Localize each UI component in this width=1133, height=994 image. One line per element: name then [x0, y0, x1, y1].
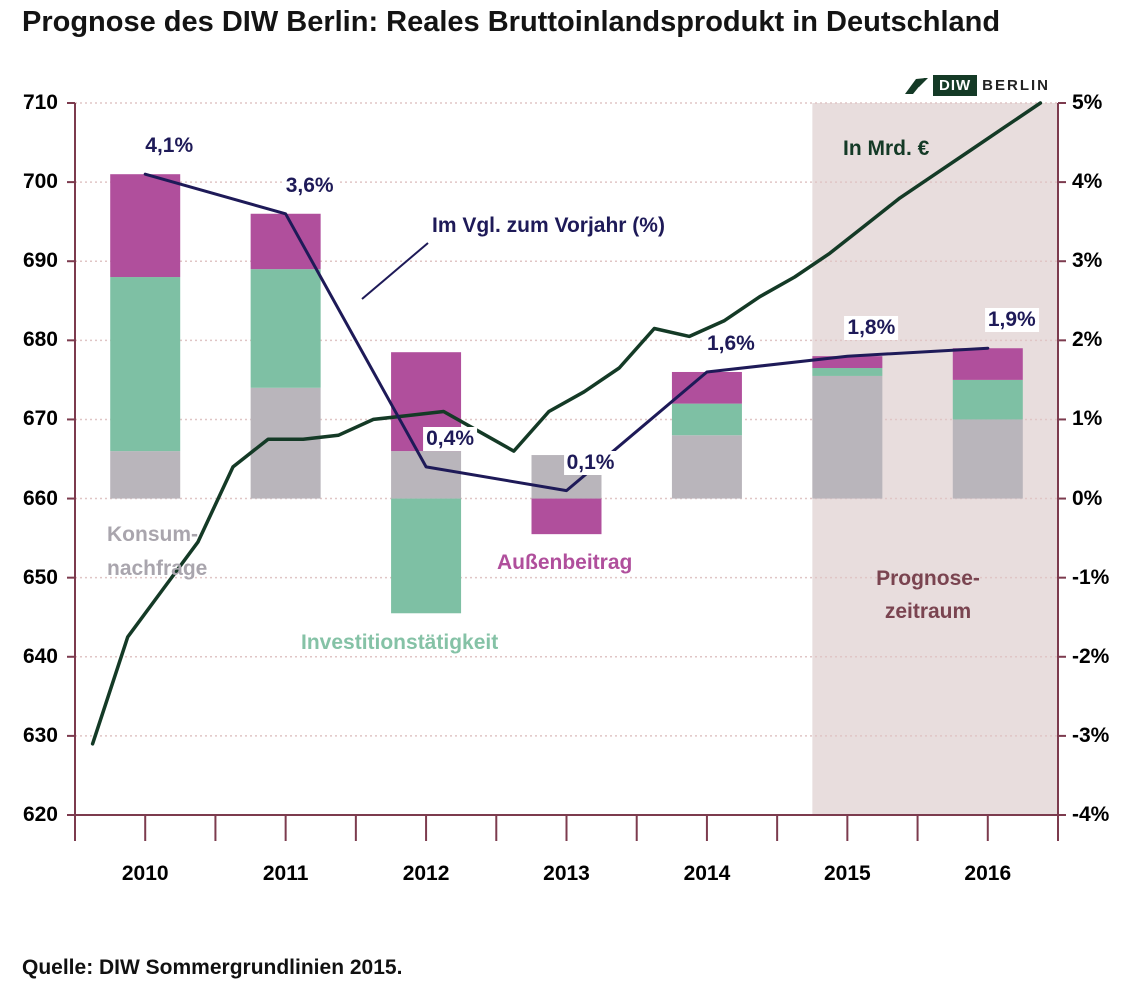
bar-segment-investitionsttigkeit — [391, 498, 462, 614]
growth-value-label: 3,6% — [282, 173, 337, 198]
left-axis-label: 700 — [22, 170, 58, 194]
x-axis-year-label: 2010 — [121, 862, 169, 885]
left-axis-label: 680 — [22, 328, 58, 352]
diw-logo: DIW BERLIN — [904, 75, 1050, 96]
bar-segment-auenbeitrag — [250, 213, 321, 270]
left-axis-label: 670 — [22, 407, 58, 431]
bar-segment-auenbeitrag — [952, 348, 1023, 380]
left-axis-label: 660 — [22, 486, 58, 510]
growth-value-label: 1,6% — [703, 331, 758, 356]
gdp-line — [90, 101, 1043, 746]
right-axis-label: -1% — [1072, 565, 1110, 589]
bar-segment-konsumnachfrage — [952, 419, 1023, 499]
right-axis-label: -2% — [1072, 644, 1110, 668]
bar-segment-investitionsttigkeit — [250, 269, 321, 388]
forecast-region-label-line1: Prognose- — [876, 567, 980, 590]
x-axis-year-label: 2013 — [543, 862, 590, 885]
diw-logo-mark — [904, 77, 928, 94]
bar-segment-auenbeitrag — [671, 371, 742, 404]
bar-segment-investitionsttigkeit — [671, 403, 742, 436]
diw-logo-text: DIW — [932, 75, 978, 96]
x-axis-year-label: 2014 — [683, 862, 731, 885]
bar-segment-auenbeitrag — [812, 356, 883, 369]
berlin-logo-text: BERLIN — [982, 77, 1050, 94]
x-axis-year-label: 2015 — [823, 862, 871, 885]
right-axis-label: 4% — [1072, 170, 1103, 194]
konsum-series-label-line1: Konsum- — [107, 523, 198, 546]
bar-segment-investitionsttigkeit — [110, 277, 181, 452]
konsum-series-label-line2: nachfrage — [107, 557, 208, 580]
left-axis-label: 640 — [22, 644, 58, 668]
bar-segment-auenbeitrag — [531, 498, 602, 535]
bar-segment-auenbeitrag — [110, 174, 181, 278]
aussen-series-label: Außenbeitrag — [497, 551, 633, 574]
growth-value-label: 4,1% — [142, 134, 197, 159]
invest-series-label: Investitionstätigkeit — [301, 631, 499, 654]
konsum-series-label: Konsum- nachfrage — [107, 518, 207, 586]
left-axis-label: 710 — [22, 91, 58, 114]
right-axis-label: -4% — [1072, 803, 1110, 826]
right-axis-label: 2% — [1072, 328, 1103, 352]
left-axis-label: 620 — [22, 803, 58, 826]
growth-value-label: 0,1% — [563, 450, 618, 475]
bar-segment-konsumnachfrage — [391, 451, 462, 499]
chart-title: Prognose des DIW Berlin: Reales Bruttoin… — [22, 6, 1001, 38]
bar-segment-konsumnachfrage — [671, 435, 742, 499]
left-axis-label: 650 — [22, 565, 58, 589]
right-axis-label: 0% — [1072, 486, 1103, 510]
right-axis-label: 3% — [1072, 249, 1103, 273]
growth-annotation-callout — [361, 242, 429, 300]
gdp-line-annotation: In Mrd. € — [843, 137, 930, 160]
bar-segment-investitionsttigkeit — [812, 368, 883, 376]
growth-line-annotation: Im Vgl. zum Vorjahr (%) — [432, 214, 665, 237]
bar-segment-konsumnachfrage — [812, 375, 883, 499]
x-axis-year-label: 2011 — [262, 862, 309, 885]
x-axis-year-label: 2012 — [402, 862, 450, 885]
right-axis-label: -3% — [1072, 723, 1110, 747]
bar-segment-konsumnachfrage — [110, 451, 181, 499]
right-axis-label: 1% — [1072, 407, 1103, 431]
forecast-region-label: Prognose- zeitraum — [848, 562, 1008, 628]
growth-line — [143, 172, 990, 493]
bar-segment-investitionsttigkeit — [952, 379, 1023, 420]
growth-value-label: 1,9% — [984, 308, 1039, 333]
right-axis-label: 5% — [1072, 91, 1103, 114]
x-axis-year-label: 2016 — [964, 862, 1012, 885]
source-note: Quelle: DIW Sommergrundlinien 2015. — [22, 956, 403, 979]
left-axis-label: 690 — [22, 249, 58, 273]
left-axis-label: 630 — [22, 723, 58, 747]
forecast-region-label-line2: zeitraum — [884, 600, 972, 623]
growth-value-label: 1,8% — [844, 316, 899, 341]
growth-value-label: 0,4% — [423, 426, 477, 451]
